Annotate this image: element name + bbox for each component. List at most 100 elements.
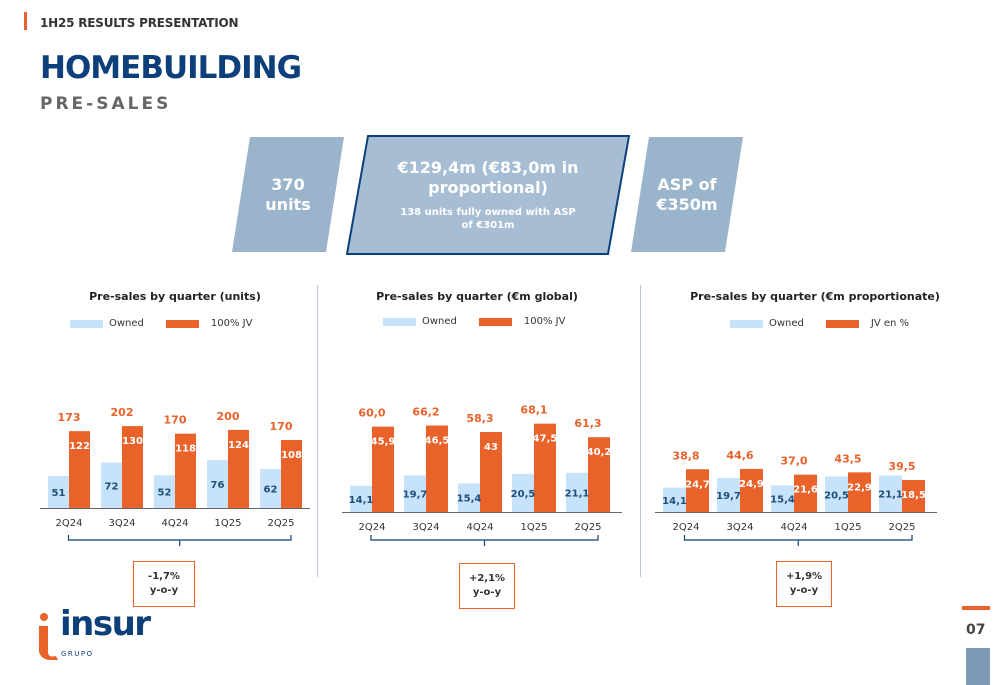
label-total-2Q24: 173 bbox=[58, 411, 81, 424]
label-jv-4Q24: 118 bbox=[175, 444, 196, 455]
bar-owned-1Q25 bbox=[512, 473, 534, 512]
bar-jv-3Q24 bbox=[426, 425, 448, 512]
legend-owned-swatch bbox=[70, 319, 103, 328]
label-owned-1Q25: 76 bbox=[211, 480, 225, 491]
label-total-3Q24: 66,2 bbox=[412, 406, 439, 419]
yoy-bracket bbox=[370, 535, 599, 546]
bar-owned-4Q24 bbox=[458, 483, 480, 512]
tick-3Q24: 3Q24 bbox=[727, 522, 754, 533]
tick-1Q25: 1Q25 bbox=[835, 522, 862, 533]
tick-4Q24: 4Q24 bbox=[162, 518, 189, 529]
legend-owned-label: Owned bbox=[109, 318, 144, 329]
yoy-value-proportionate: +1,9% bbox=[785, 571, 823, 582]
label-total-2Q25: 61,3 bbox=[574, 417, 601, 430]
label-jv-2Q24: 24,7 bbox=[685, 479, 710, 490]
tick-4Q24: 4Q24 bbox=[781, 522, 808, 533]
label-jv-4Q24: 43 bbox=[484, 442, 498, 453]
bar-jv-3Q24 bbox=[740, 468, 763, 512]
label-total-4Q24: 170 bbox=[164, 414, 187, 427]
yoy-box-units: -1,7% y-o-y bbox=[133, 561, 195, 607]
label-total-2Q25: 39,5 bbox=[888, 460, 915, 473]
kpi-units-label: units bbox=[265, 194, 311, 214]
bar-owned-3Q24 bbox=[101, 462, 122, 508]
label-jv-2Q24: 45,9 bbox=[371, 437, 396, 448]
bar-owned-2Q25 bbox=[260, 468, 281, 508]
bar-jv-4Q24 bbox=[794, 474, 817, 512]
kpi-value-box: €129,4m (€83,0m in proportional) 138 uni… bbox=[346, 135, 630, 255]
label-jv-2Q24: 122 bbox=[69, 441, 90, 452]
logo-subtitle: GRUPO bbox=[61, 650, 94, 658]
label-jv-2Q25: 40,2 bbox=[587, 447, 612, 458]
bar-jv-2Q24 bbox=[69, 431, 90, 508]
tick-2Q25: 2Q25 bbox=[889, 522, 916, 533]
kpi-units-box: 370 units bbox=[232, 137, 344, 252]
bar-jv-2Q25 bbox=[902, 479, 925, 512]
legend-owned-swatch bbox=[730, 319, 763, 328]
label-total-4Q24: 37,0 bbox=[780, 455, 807, 468]
chart-global-title: Pre-sales by quarter (€m global) bbox=[376, 290, 578, 303]
bar-jv-2Q25 bbox=[588, 437, 610, 512]
bar-owned-2Q24 bbox=[663, 487, 686, 512]
bar-owned-2Q24 bbox=[350, 485, 372, 512]
label-owned-2Q24: 14,1 bbox=[349, 495, 374, 506]
chart-divider-right bbox=[640, 285, 641, 577]
yoy-value-global: +2,1% bbox=[468, 573, 506, 584]
page-number-accent bbox=[962, 606, 990, 610]
legend-owned-swatch bbox=[383, 317, 416, 326]
label-owned-4Q24: 15,4 bbox=[457, 494, 482, 505]
yoy-bracket bbox=[683, 535, 913, 546]
label-jv-4Q24: 21,6 bbox=[793, 485, 818, 496]
kpi-value-line2: proportional) bbox=[428, 178, 548, 197]
label-jv-3Q24: 46,5 bbox=[425, 436, 450, 447]
legend-jv-label: 100% JV bbox=[523, 316, 566, 327]
chart-units: 51 122 173 2Q24 72 130 202 3Q24 52 118 170 4Q24 76 12… bbox=[40, 406, 310, 546]
logo-wordmark: insur bbox=[60, 604, 151, 644]
bar-owned-2Q24 bbox=[48, 475, 69, 508]
page-corner-block bbox=[966, 648, 990, 685]
legend-jv-swatch bbox=[825, 319, 859, 328]
bar-jv-1Q25 bbox=[848, 472, 871, 512]
label-jv-1Q25: 124 bbox=[228, 440, 249, 451]
bar-jv-1Q25 bbox=[228, 429, 249, 508]
label-owned-1Q25: 20,5 bbox=[511, 489, 536, 500]
label-jv-1Q25: 22,9 bbox=[847, 482, 872, 493]
label-jv-3Q24: 24,9 bbox=[739, 479, 764, 490]
bar-jv-2Q24 bbox=[372, 426, 394, 512]
presentation-label: 1H25 RESULTS PRESENTATION bbox=[40, 16, 239, 30]
tick-3Q24: 3Q24 bbox=[413, 522, 440, 533]
yoy-box-global: +2,1% y-o-y bbox=[459, 563, 515, 609]
page-title: HOMEBUILDING bbox=[40, 50, 302, 86]
yoy-value-units: -1,7% bbox=[148, 571, 180, 582]
chart-proportionate: 14,1 24,7 38,8 2Q24 19,724,9 44,6 3Q24 15,421,6… bbox=[655, 449, 937, 546]
page-number: 07 bbox=[966, 622, 986, 638]
kpi-value-note1: 138 units fully owned with ASP bbox=[400, 207, 576, 218]
label-total-3Q24: 44,6 bbox=[726, 449, 753, 462]
legend-jv-label: JV en % bbox=[870, 318, 910, 329]
label-jv-3Q24: 130 bbox=[122, 436, 143, 447]
company-logo: insur GRUPO bbox=[34, 604, 151, 664]
tick-1Q25: 1Q25 bbox=[215, 518, 242, 529]
bar-jv-4Q24 bbox=[175, 433, 196, 508]
kpi-asp-line1: ASP of bbox=[657, 174, 717, 194]
label-owned-2Q25: 62 bbox=[264, 484, 278, 495]
tick-2Q24: 2Q24 bbox=[673, 522, 700, 533]
legend-jv-swatch bbox=[478, 317, 512, 326]
label-total-1Q25: 43,5 bbox=[834, 452, 861, 465]
kpi-asp-line2: €350m bbox=[656, 194, 718, 214]
label-owned-1Q25: 20,5 bbox=[824, 490, 849, 501]
kpi-value-line1: €129,4m (€83,0m in bbox=[397, 158, 579, 177]
bar-owned-1Q25 bbox=[825, 476, 848, 512]
logo-mark-icon bbox=[39, 613, 58, 661]
header-accent-bar bbox=[24, 12, 27, 30]
chart-proportionate-legend: Owned JV en % bbox=[730, 318, 909, 329]
label-owned-2Q24: 14,1 bbox=[662, 496, 687, 507]
label-jv-1Q25: 47,5 bbox=[533, 434, 558, 445]
bar-owned-2Q25 bbox=[879, 475, 902, 512]
label-owned-3Q24: 72 bbox=[105, 481, 119, 492]
label-total-2Q24: 38,8 bbox=[672, 449, 699, 462]
bar-jv-4Q24 bbox=[480, 432, 502, 512]
chart-divider-left bbox=[317, 285, 318, 577]
label-owned-2Q24: 51 bbox=[52, 488, 66, 499]
label-total-4Q24: 58,3 bbox=[466, 412, 493, 425]
tick-3Q24: 3Q24 bbox=[109, 518, 136, 529]
